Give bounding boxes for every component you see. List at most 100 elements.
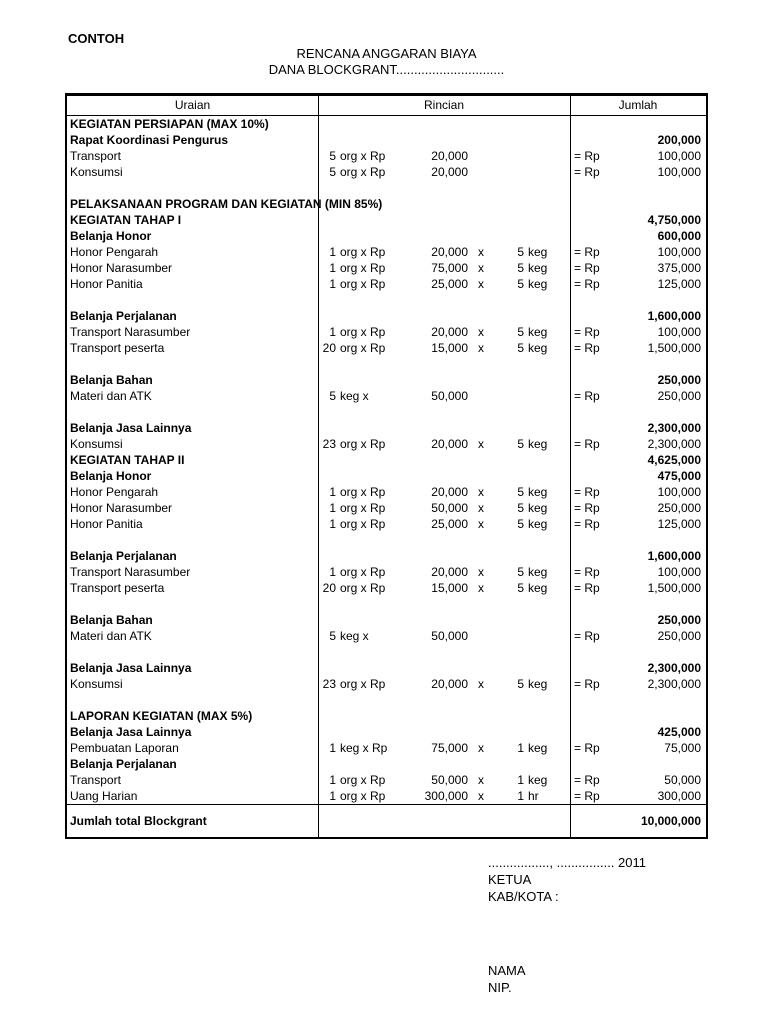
jumlah-cell: = Rp 100,000	[570, 484, 706, 500]
row-label: LAPORAN KEGIATAN (MAX 5%)	[70, 709, 253, 723]
table-row-section: Belanja Jasa Lainnya 425,000	[67, 724, 706, 740]
qty-value: 1	[329, 501, 336, 515]
amount-value: 125,000	[657, 517, 701, 531]
qty-value: 23	[322, 677, 336, 691]
multiplier-sign	[468, 628, 494, 644]
qty-value: 1	[329, 517, 336, 531]
multiplier-qty: 5	[517, 325, 524, 339]
table-total-row: Jumlah total Blockgrant 10,000,000	[67, 804, 706, 837]
amount-value: 1,500,000	[647, 581, 701, 595]
rincian-cell	[318, 372, 570, 388]
multiplier-qty: 1	[517, 741, 524, 755]
unit-price: 50,000	[431, 389, 468, 403]
multiplier-qty: 5	[517, 261, 524, 275]
multiplier-unit: keg	[528, 245, 548, 259]
row-label: Transport	[70, 773, 121, 787]
table-row-section: Belanja Perjalanan	[67, 756, 706, 772]
jumlah-cell: = Rp 1,500,000	[570, 340, 706, 356]
table-row-section: KEGIATAN TAHAP I 4,750,000	[67, 212, 706, 228]
rincian-cell: 5 keg x 50,000	[318, 628, 570, 644]
amount-value	[570, 756, 706, 772]
amount-value: 100,000	[657, 165, 701, 179]
table-row-section: KEGIATAN TAHAP II 4,625,000	[67, 452, 706, 468]
table-row-section: Belanja Perjalanan 1,600,000	[67, 548, 706, 564]
equals-rp: = Rp	[574, 389, 600, 403]
row-label: Honor Panitia	[70, 277, 143, 291]
rincian-cell: 1 org x Rp 25,000 x 5 keg	[318, 516, 570, 532]
equals-rp: = Rp	[574, 501, 600, 515]
jumlah-cell: = Rp 250,000	[570, 388, 706, 404]
amount-value: 1,500,000	[647, 341, 701, 355]
multiplier-unit	[524, 388, 570, 404]
qty-unit: keg x	[340, 389, 369, 403]
qty-unit: org x Rp	[340, 565, 386, 579]
amount-value: 1,600,000	[647, 309, 701, 323]
row-label: Belanja Perjalanan	[70, 757, 177, 771]
qty-unit: org x Rp	[340, 501, 386, 515]
amount-value: 100,000	[657, 565, 701, 579]
rincian-cell: 1 org x Rp 50,000 x 5 keg	[318, 500, 570, 516]
qty-unit: org x Rp	[340, 341, 386, 355]
multiplier-sign: x	[478, 581, 484, 595]
row-label: Konsumsi	[70, 677, 123, 691]
jumlah-cell: 2,300,000	[570, 420, 706, 436]
jumlah-cell: = Rp 100,000	[570, 164, 706, 180]
table-row-section: LAPORAN KEGIATAN (MAX 5%)	[67, 708, 706, 724]
jumlah-cell: 600,000	[570, 228, 706, 244]
jumlah-cell: 2,300,000	[570, 660, 706, 676]
table-row-blank	[67, 292, 706, 308]
rincian-cell	[318, 548, 570, 564]
rincian-cell	[318, 708, 570, 724]
table-row-section: Belanja Perjalanan 1,600,000	[67, 308, 706, 324]
multiplier-unit: keg	[528, 773, 548, 787]
multiplier-qty	[494, 388, 524, 404]
multiplier-unit: hr	[528, 789, 539, 803]
jumlah-cell: 250,000	[570, 372, 706, 388]
table-body: KEGIATAN PERSIAPAN (MAX 10%) Rapat Koordi…	[67, 116, 706, 804]
multiplier-unit: keg	[528, 341, 548, 355]
multiplier-sign: x	[478, 677, 484, 691]
amount-value: 200,000	[657, 133, 701, 147]
multiplier-qty: 5	[517, 677, 524, 691]
jumlah-cell: = Rp 100,000	[570, 564, 706, 580]
amount-value: 75,000	[664, 741, 701, 755]
rincian-cell: 1 org x Rp 25,000 x 5 keg	[318, 276, 570, 292]
multiplier-unit: keg	[528, 437, 548, 451]
header-jumlah: Jumlah	[618, 98, 658, 112]
multiplier-sign: x	[478, 341, 484, 355]
unit-price: 20,000	[431, 325, 468, 339]
jumlah-cell: 425,000	[570, 724, 706, 740]
row-label: Honor Pengarah	[70, 245, 159, 259]
multiplier-sign	[468, 148, 494, 164]
multiplier-unit: keg	[528, 501, 548, 515]
multiplier-unit: keg	[528, 677, 548, 691]
unit-price: 20,000	[431, 677, 468, 691]
amount-value: 100,000	[657, 149, 701, 163]
amount-value: 600,000	[657, 229, 701, 243]
jumlah-cell: = Rp 2,300,000	[570, 436, 706, 452]
amount-value: 2,300,000	[647, 677, 701, 691]
amount-value	[570, 708, 706, 724]
rincian-cell	[318, 212, 570, 228]
table-row-item: Transport Narasumber 1 org x Rp 20,000 x 5 keg…	[67, 564, 706, 580]
jumlah-cell: 4,750,000	[570, 212, 706, 228]
rincian-cell: 5 org x Rp 20,000	[318, 148, 570, 164]
qty-unit: keg x Rp	[340, 741, 388, 755]
signature-block: ................., ................ 2011…	[488, 854, 646, 905]
budget-table: Uraian Rincian Jumlah KEGIATAN PERSIAPAN…	[65, 93, 708, 839]
row-label: Belanja Jasa Lainnya	[70, 421, 192, 435]
unit-price: 15,000	[431, 341, 468, 355]
row-label: Transport	[70, 149, 121, 163]
rincian-cell	[318, 756, 570, 772]
equals-rp: = Rp	[574, 565, 600, 579]
signer-nip: NIP.	[488, 980, 512, 995]
equals-rp: = Rp	[574, 325, 600, 339]
equals-rp: = Rp	[574, 789, 600, 803]
amount-value: 125,000	[657, 277, 701, 291]
rincian-cell: 1 org x Rp 20,000 x 5 keg	[318, 564, 570, 580]
jumlah-cell: = Rp 250,000	[570, 500, 706, 516]
rincian-cell	[318, 660, 570, 676]
unit-price: 300,000	[424, 789, 468, 803]
rincian-cell: 1 org x Rp 20,000 x 5 keg	[318, 244, 570, 260]
row-label: Belanja Honor	[70, 229, 152, 243]
